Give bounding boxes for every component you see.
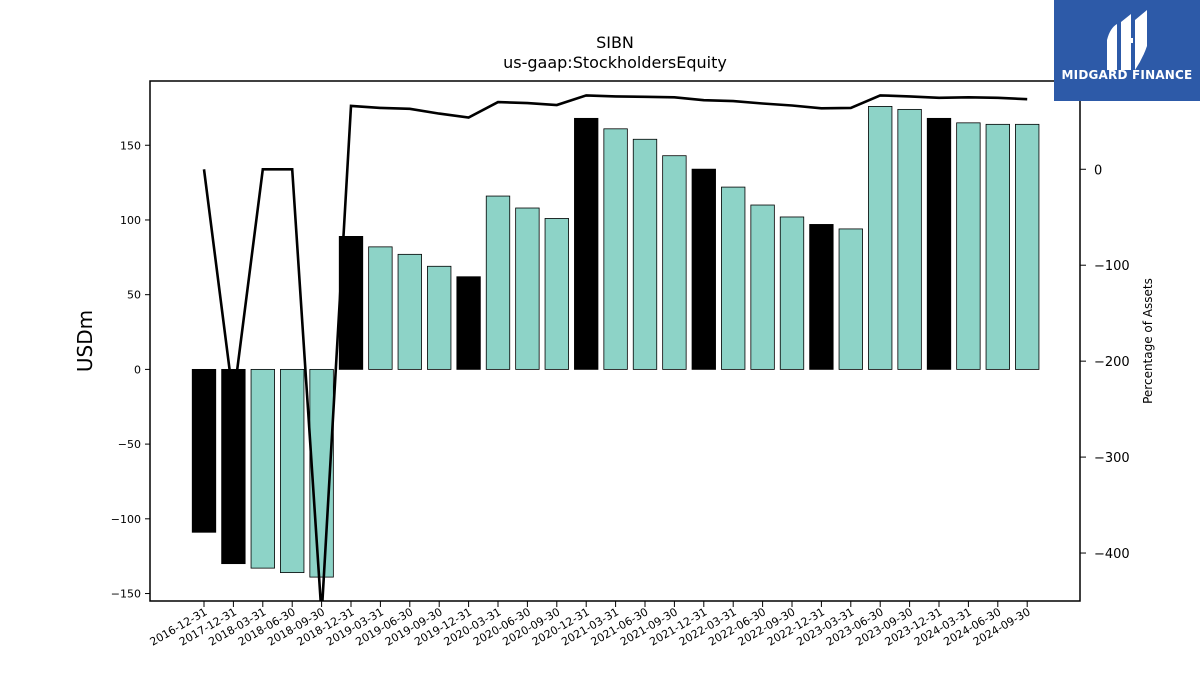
y2-tick-label: −300 xyxy=(1094,451,1130,466)
pct-assets-line xyxy=(202,94,1028,601)
y-axis-right: −400 −300 −200 −100 0 xyxy=(1080,163,1130,562)
bar-2021-09-30 xyxy=(662,155,687,370)
y2-axis-label: Percentage of Assets xyxy=(1141,278,1155,404)
bar-2023-09-30 xyxy=(897,108,922,370)
y-axis-label: USDm xyxy=(73,310,97,372)
line-series xyxy=(202,94,1028,601)
bar-2020-03-31 xyxy=(485,195,511,370)
y-tick-label: −100 xyxy=(111,513,141,526)
bar-2016-12-31 xyxy=(191,368,217,533)
bar-2019-09-30 xyxy=(427,265,452,370)
bar-2018-03-31 xyxy=(250,368,275,569)
bar-2021-06-30 xyxy=(632,138,658,370)
bar-series xyxy=(191,106,1040,578)
bar-2024-06-30 xyxy=(985,123,1010,370)
bar-2022-09-30 xyxy=(779,216,805,370)
bar-2024-03-31 xyxy=(956,122,981,370)
plot-frame xyxy=(149,80,1081,602)
bar-2019-12-31 xyxy=(456,276,481,370)
bar-2021-12-31 xyxy=(691,168,716,370)
bar-2023-03-31 xyxy=(838,228,863,370)
logo-text: MIDGARD FINANCE xyxy=(1061,68,1193,82)
y-axis-left: −150 −100 −50 0 50 100 150 xyxy=(111,139,150,601)
y-tick-label: 50 xyxy=(127,289,141,302)
bar-2018-06-30 xyxy=(280,368,305,574)
y-tick-label: 150 xyxy=(120,139,141,152)
bar-2023-12-31 xyxy=(926,117,952,370)
y-tick-label: 0 xyxy=(134,363,141,376)
y-tick-label: −50 xyxy=(118,438,141,451)
bar-2019-03-31 xyxy=(368,246,393,370)
y2-tick-label: 0 xyxy=(1094,163,1102,178)
bar-2020-09-30 xyxy=(544,218,569,370)
bar-2023-06-30 xyxy=(868,106,893,370)
bar-2021-03-31 xyxy=(603,128,628,370)
midgard-finance-logo: MIDGARD FINANCE xyxy=(1054,0,1200,101)
bar-2022-06-30 xyxy=(750,204,775,370)
bar-2024-09-30 xyxy=(1015,123,1040,370)
bar-2022-12-31 xyxy=(809,224,834,370)
x-axis: 2016-12-312017-12-312018-03-312018-06-30… xyxy=(148,601,1033,649)
chart-title: SIBN xyxy=(596,33,634,52)
y-tick-label: −150 xyxy=(111,588,141,601)
y2-tick-label: −200 xyxy=(1094,355,1130,370)
y2-tick-label: −400 xyxy=(1094,547,1130,562)
y-tick-label: 100 xyxy=(120,214,141,227)
bar-2020-12-31 xyxy=(574,117,599,370)
bar-2022-03-31 xyxy=(721,186,746,370)
logo-mark-icon xyxy=(1107,10,1147,70)
chart-subtitle: us-gaap:StockholdersEquity xyxy=(503,53,727,72)
bar-2019-06-30 xyxy=(397,253,422,370)
bar-2020-06-30 xyxy=(515,207,540,370)
y2-tick-label: −100 xyxy=(1094,259,1130,274)
bar-2017-12-31 xyxy=(221,368,246,565)
